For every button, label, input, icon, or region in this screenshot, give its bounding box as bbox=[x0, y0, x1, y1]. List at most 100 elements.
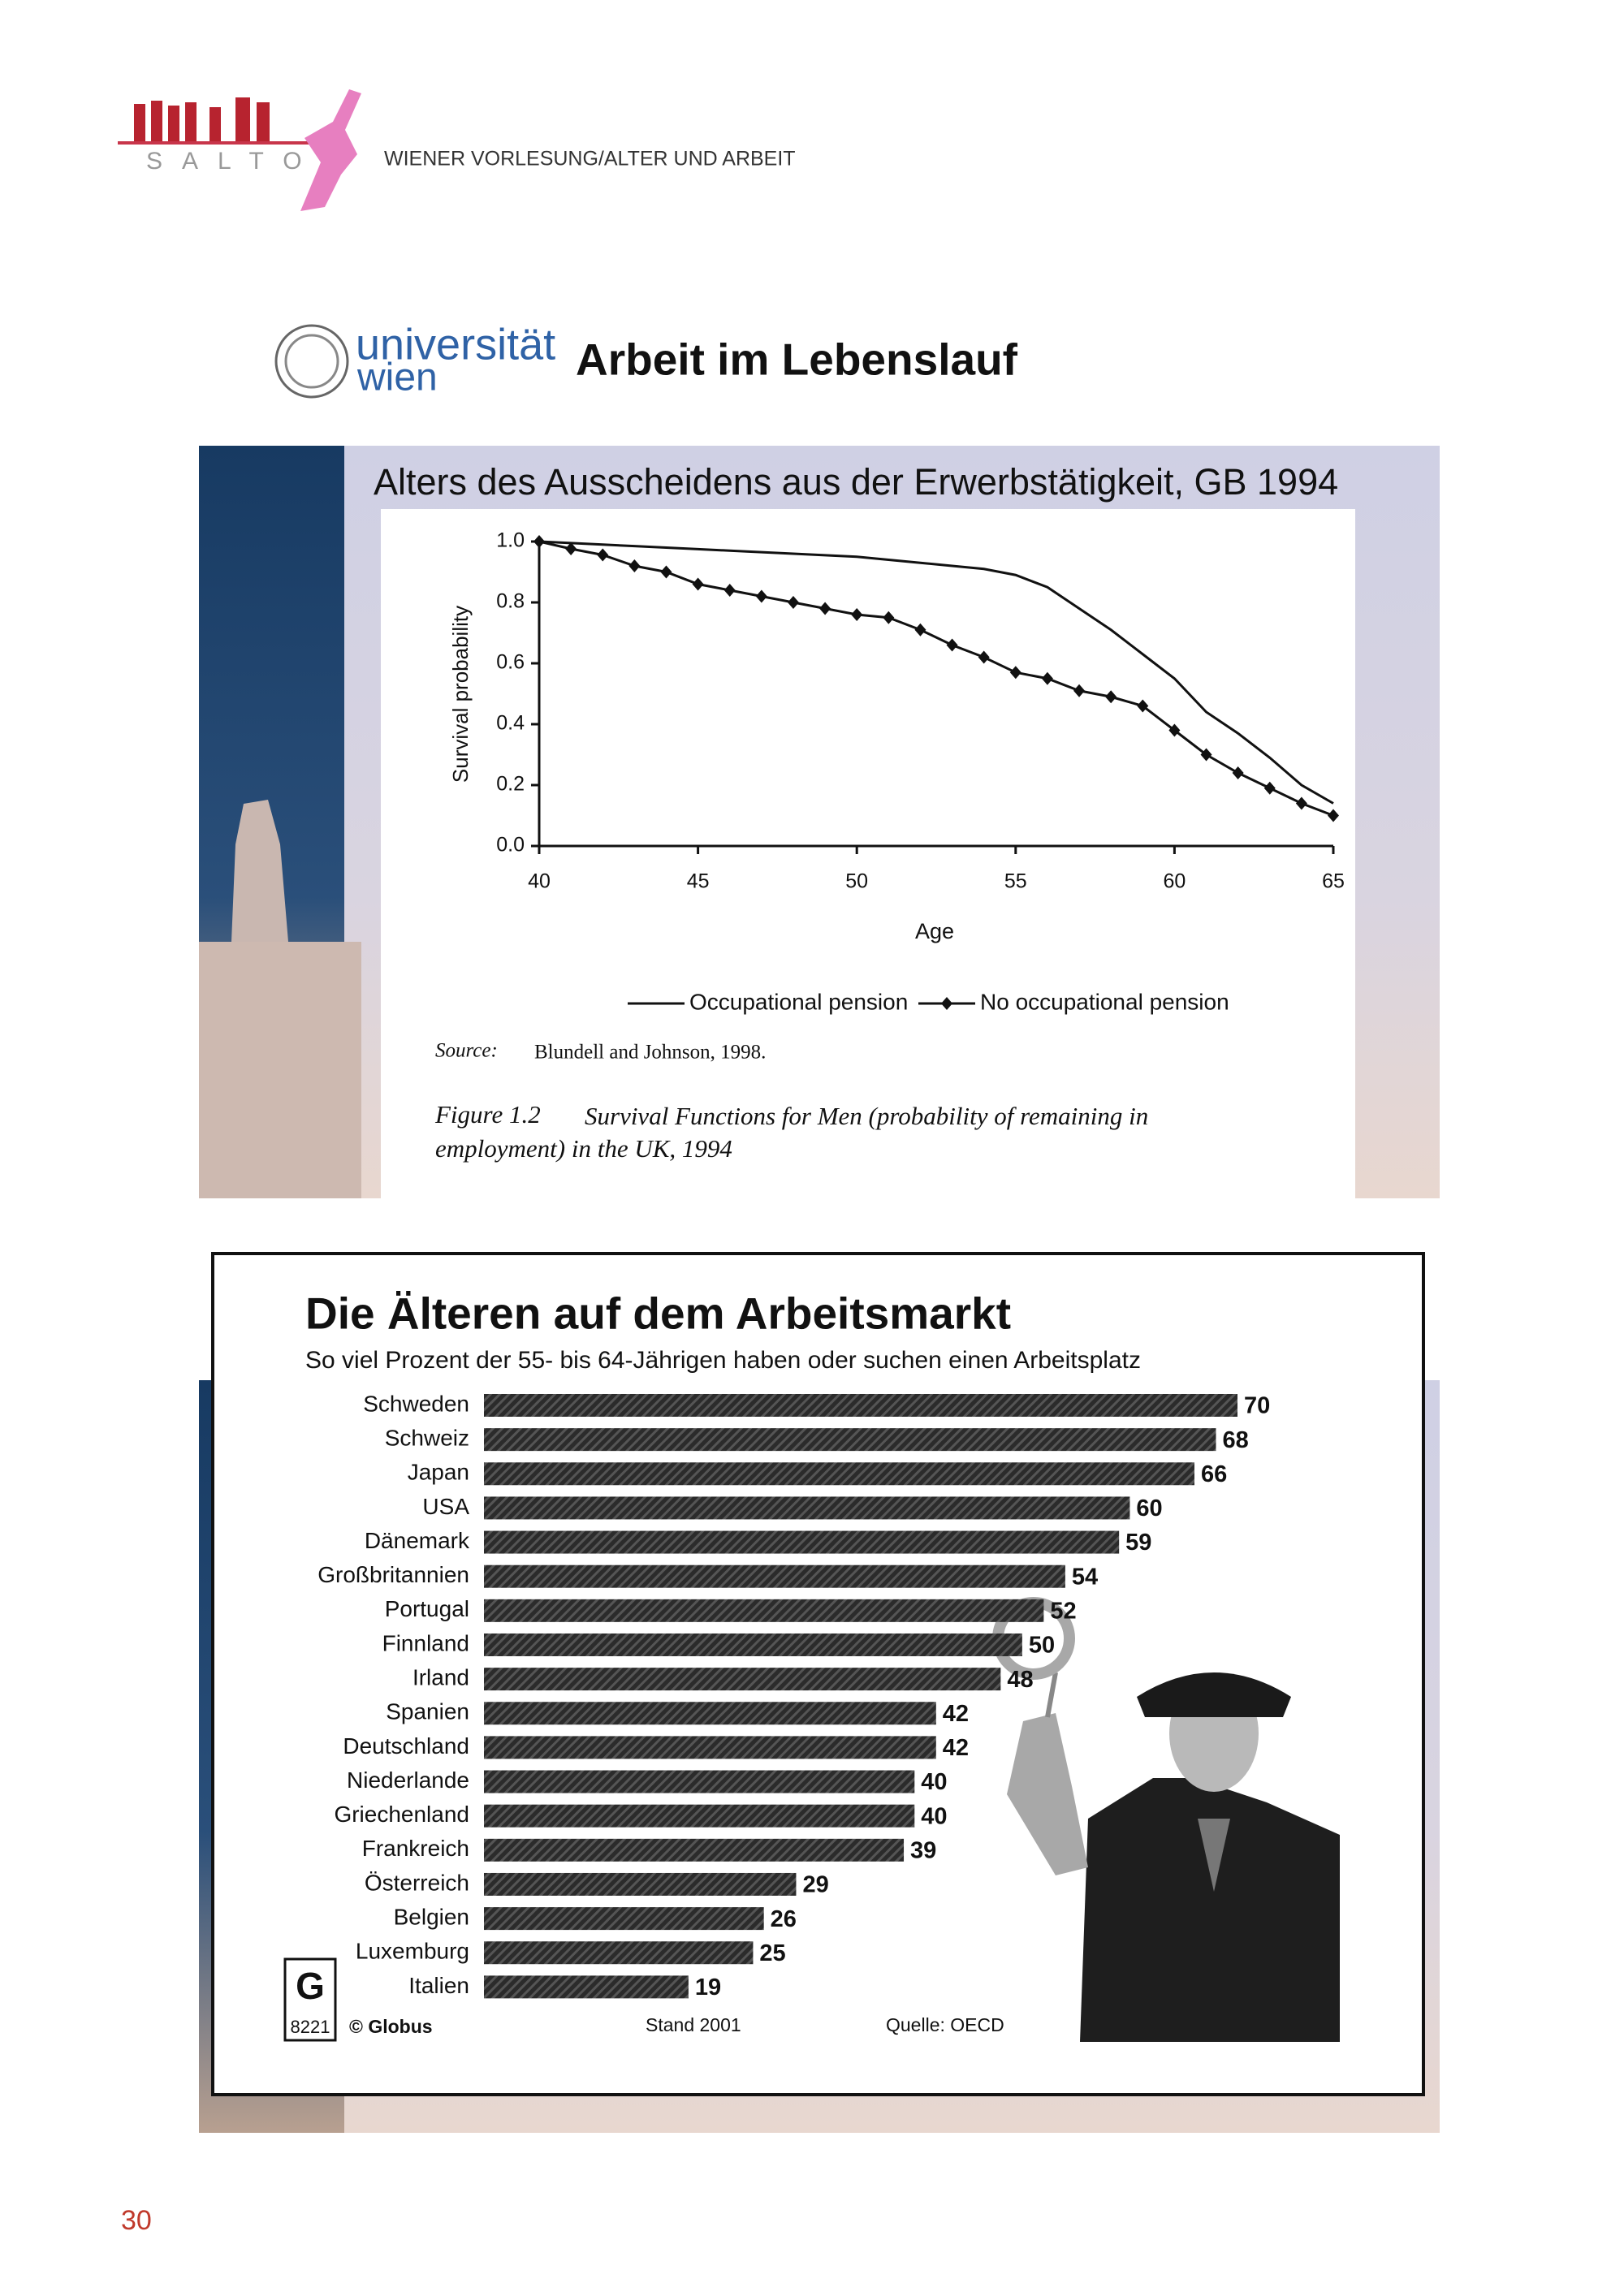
category-label: Irland bbox=[412, 1665, 469, 1690]
point-marker bbox=[1168, 723, 1181, 737]
category-label: Schweden bbox=[363, 1391, 469, 1416]
chart-title: Alters des Ausscheidens aus der Erwerbst… bbox=[374, 461, 1338, 503]
value-label: 54 bbox=[1072, 1564, 1098, 1590]
header-title: WIENER VORLESUNG/ALTER UND ARBEIT bbox=[384, 148, 796, 170]
point-marker bbox=[533, 535, 545, 548]
chart2: Die Älteren auf dem Arbeitsmarkt So viel… bbox=[283, 1288, 1270, 2042]
x-tick-label: 50 bbox=[845, 870, 868, 893]
bar bbox=[484, 1872, 797, 1896]
bar bbox=[484, 1907, 764, 1931]
chart-source: Quelle: OECD bbox=[886, 2014, 1004, 2035]
chart1: Alters des Ausscheidens aus der Erwerbst… bbox=[374, 461, 1345, 1163]
point-marker bbox=[692, 577, 704, 591]
source-label: Source: bbox=[435, 1040, 498, 1062]
category-label: Spanien bbox=[386, 1699, 469, 1724]
bar bbox=[484, 1599, 1044, 1622]
point-marker bbox=[1263, 781, 1276, 795]
chart-title: Die Älteren auf dem Arbeitsmarkt bbox=[305, 1288, 1011, 1339]
value-label: 25 bbox=[759, 1940, 785, 1966]
point-marker bbox=[851, 608, 863, 621]
value-label: 68 bbox=[1222, 1427, 1248, 1453]
category-label: Italien bbox=[408, 1973, 469, 1998]
value-label: 40 bbox=[921, 1769, 947, 1795]
chart-code: 8221 bbox=[291, 2017, 330, 2037]
globus-mark: G bbox=[296, 1965, 325, 2007]
x-tick-label: 65 bbox=[1322, 870, 1345, 893]
slide-heading: Arbeit im Lebenslauf bbox=[576, 334, 1018, 385]
source: Blundell and Johnson, 1998. bbox=[534, 1042, 766, 1064]
caption-label: Figure 1.2 bbox=[434, 1100, 541, 1129]
logo-text: SALTO bbox=[146, 148, 322, 175]
value-label: 42 bbox=[943, 1735, 969, 1761]
point-marker bbox=[1328, 809, 1339, 822]
series-line bbox=[538, 540, 1334, 805]
bar bbox=[484, 1633, 1022, 1656]
value-label: 19 bbox=[695, 1974, 721, 2000]
page-number: 30 bbox=[121, 2205, 152, 2236]
bar bbox=[484, 1941, 754, 1965]
chart1-panel bbox=[381, 509, 1355, 1198]
point-marker bbox=[1073, 684, 1086, 697]
header: SALTO WIENER VORLESUNG/ALTER UND ARBEIT bbox=[118, 89, 796, 211]
point-marker bbox=[723, 584, 736, 597]
bar bbox=[484, 1838, 905, 1862]
university-logo-line2: wien bbox=[356, 356, 438, 399]
y-tick-label: 0.2 bbox=[496, 773, 525, 796]
university-logo-line1: universität bbox=[356, 320, 555, 369]
legend-marker bbox=[941, 997, 952, 1010]
category-label: Schweiz bbox=[385, 1426, 469, 1451]
point-marker bbox=[1105, 690, 1117, 704]
legend-label: Occupational pension bbox=[689, 989, 908, 1014]
point-marker bbox=[1137, 699, 1149, 713]
x-tick-label: 40 bbox=[528, 870, 551, 893]
x-tick-label: 55 bbox=[1004, 870, 1027, 893]
category-label: Großbritannien bbox=[317, 1562, 469, 1587]
y-axis-title: Survival probability bbox=[448, 606, 473, 783]
photo-person bbox=[1007, 1672, 1340, 2042]
bar bbox=[484, 1496, 1130, 1520]
bar bbox=[484, 1394, 1237, 1417]
value-label: 48 bbox=[1007, 1667, 1033, 1693]
bar bbox=[484, 1770, 915, 1793]
y-tick-label: 1.0 bbox=[496, 529, 525, 552]
bar bbox=[484, 1668, 1001, 1691]
category-label: USA bbox=[422, 1494, 469, 1519]
category-label: Japan bbox=[408, 1460, 469, 1485]
series-line bbox=[538, 540, 1334, 817]
point-marker bbox=[1200, 748, 1212, 762]
point-marker bbox=[946, 638, 958, 652]
stand: Stand 2001 bbox=[646, 2014, 741, 2035]
value-label: 39 bbox=[910, 1837, 936, 1863]
bar bbox=[484, 1804, 915, 1828]
bar bbox=[484, 1702, 936, 1725]
category-label: Griechenland bbox=[334, 1802, 469, 1827]
x-axis-title: Age bbox=[915, 919, 954, 943]
category-label: Frankreich bbox=[362, 1836, 469, 1861]
point-marker bbox=[755, 589, 767, 603]
bar bbox=[484, 1975, 689, 1999]
category-label: Finnland bbox=[382, 1630, 469, 1655]
category-label: Niederlande bbox=[347, 1767, 469, 1793]
bar bbox=[484, 1462, 1194, 1486]
caption: employment) in the UK, 1994 bbox=[435, 1134, 732, 1163]
value-label: 42 bbox=[943, 1701, 969, 1727]
y-tick-label: 0.6 bbox=[496, 651, 525, 674]
publisher: © Globus bbox=[349, 2016, 433, 2037]
point-marker bbox=[1295, 796, 1307, 810]
x-tick-label: 60 bbox=[1163, 870, 1186, 893]
slide1-heading: universität wien Arbeit im Lebenslauf bbox=[274, 320, 1018, 399]
point-marker bbox=[1041, 671, 1053, 685]
value-label: 26 bbox=[771, 1906, 797, 1932]
globus-logo bbox=[283, 1957, 337, 2042]
value-label: 40 bbox=[921, 1803, 947, 1829]
university-seal-inner bbox=[284, 334, 339, 389]
caption: Survival Functions for Men (probability … bbox=[585, 1102, 1148, 1130]
point-marker bbox=[978, 650, 990, 664]
logo-figure bbox=[300, 89, 361, 211]
value-label: 52 bbox=[1050, 1598, 1076, 1624]
point-marker bbox=[628, 559, 641, 572]
point-marker bbox=[565, 542, 577, 555]
category-label: Österreich bbox=[365, 1870, 469, 1895]
value-label: 66 bbox=[1201, 1461, 1227, 1487]
bar bbox=[484, 1736, 936, 1759]
